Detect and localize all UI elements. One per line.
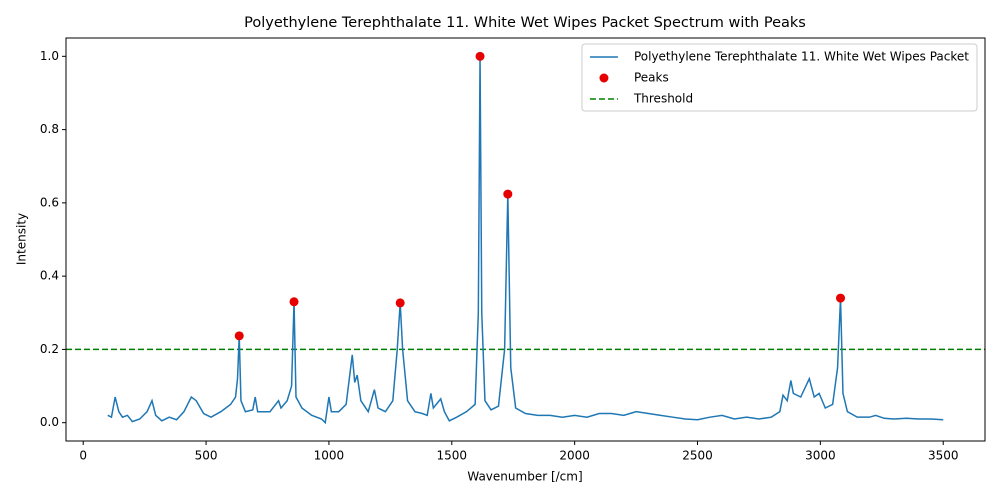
y-tick-label: 0.0 (40, 415, 59, 429)
legend-marker (599, 73, 609, 83)
x-tick-label: 1000 (314, 449, 345, 463)
peak-marker (395, 298, 405, 308)
x-tick-label: 3000 (805, 449, 836, 463)
peak-marker (836, 293, 846, 303)
x-tick-label: 2500 (682, 449, 713, 463)
legend: Polyethylene Terephthalate 11. White Wet… (581, 43, 978, 112)
x-tick-label: 500 (195, 449, 218, 463)
y-tick-label: 0.8 (40, 122, 59, 136)
legend-label: Threshold (633, 92, 693, 106)
legend-label: Peaks (634, 71, 669, 85)
peak-marker (289, 297, 299, 307)
x-axis-label: Wavenumber [/cm] (467, 470, 582, 484)
x-tick-label: 0 (79, 449, 87, 463)
legend-label: Polyethylene Terephthalate 11. White Wet… (634, 50, 969, 64)
x-tick-label: 1500 (437, 449, 468, 463)
chart-title: Polyethylene Terephthalate 11. White Wet… (244, 15, 806, 31)
plot-frame (65, 37, 986, 442)
y-axis-label: Intensity (15, 213, 29, 265)
peak-marker (475, 51, 485, 61)
spectrum-line (107, 56, 944, 425)
peak-marker (234, 331, 244, 341)
x-tick-label: 2000 (559, 449, 590, 463)
legend-box (581, 43, 978, 112)
y-tick-label: 0.4 (40, 269, 59, 283)
x-tick-label: 3500 (928, 449, 959, 463)
y-tick-label: 0.2 (40, 342, 59, 356)
y-tick-label: 1.0 (40, 49, 59, 63)
y-tick-label: 0.6 (40, 195, 59, 209)
peak-marker (503, 189, 513, 199)
